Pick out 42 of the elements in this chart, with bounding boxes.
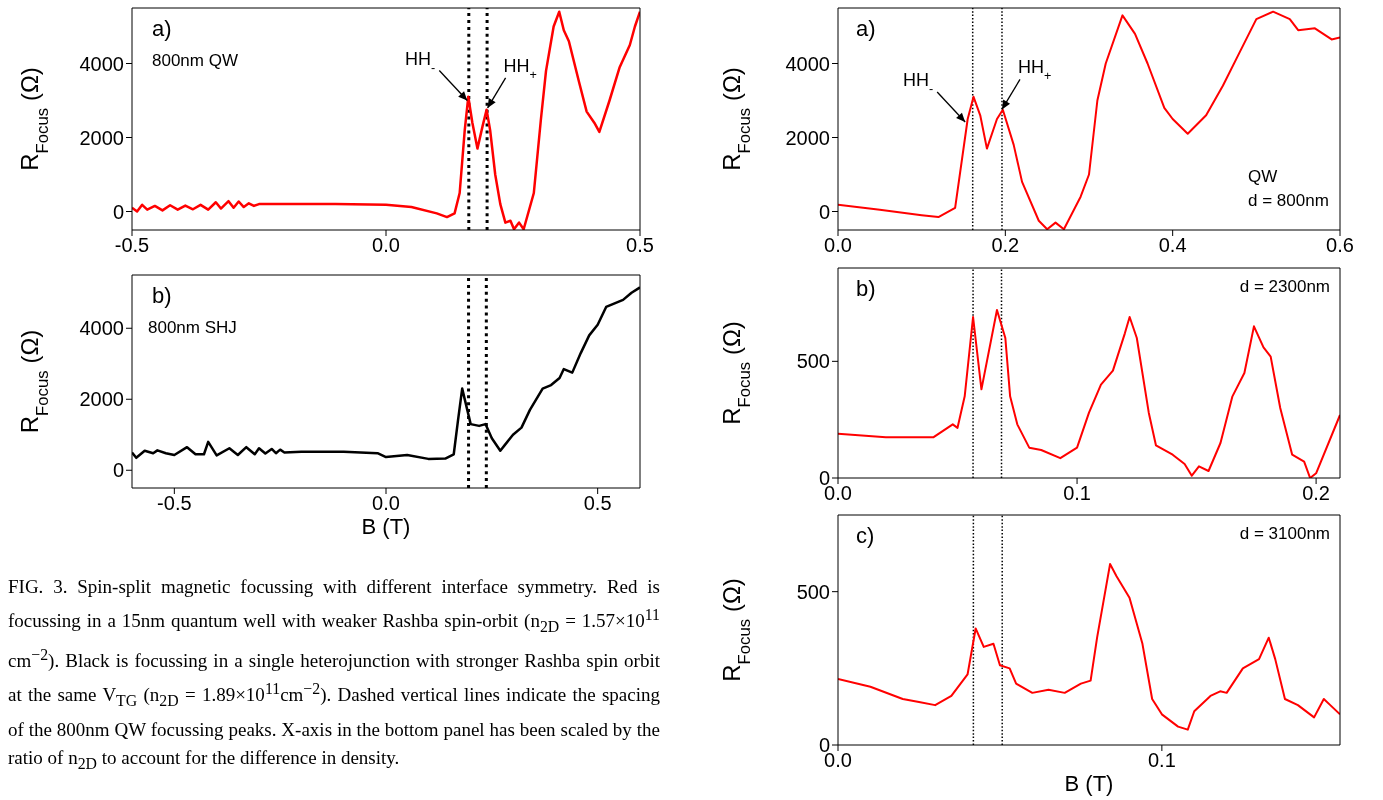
- y-tick-label: 0: [112, 200, 124, 223]
- y-tick-label: 500: [796, 350, 830, 373]
- annotation: a): [152, 16, 172, 41]
- x-tick-label: 0.0: [372, 492, 400, 515]
- annotation: HH$_{+}$: [1017, 57, 1052, 84]
- x-tick-label: 0.6: [1326, 234, 1354, 257]
- x-tick-label: 0.1: [1063, 482, 1091, 505]
- x-tick-label: 0.1: [1147, 749, 1176, 772]
- annotation: d = 2300nm: [1239, 277, 1330, 296]
- annotation: d = 3100nm: [1239, 524, 1330, 543]
- x-axis-title: B (T): [1064, 771, 1114, 796]
- annotation: HH$_{+}$: [503, 55, 537, 82]
- x-tick-label: -0.5: [157, 492, 192, 515]
- x-axis-title: B (T): [361, 514, 411, 539]
- y-tick-label: 4000: [79, 52, 124, 75]
- y-tick-label: 500: [796, 580, 830, 603]
- annotation: d = 800nm: [1248, 191, 1329, 210]
- x-tick-label: 0.5: [583, 492, 612, 515]
- x-tick-label: 0.0: [372, 234, 400, 257]
- annotation: b): [152, 283, 172, 308]
- annotation: a): [856, 16, 876, 41]
- x-tick-label: 0.0: [824, 234, 852, 257]
- x-tick-label: 0.4: [1158, 234, 1187, 257]
- y-tick-label: 4000: [785, 52, 830, 75]
- x-tick-label: 0.5: [626, 234, 654, 257]
- annotation: c): [856, 523, 875, 548]
- text: FIG. 3. Spin-split magnetic focussing with different interface symmetry. Red is focussing in a 15nm quantum well with weaker Rashba spin-orbit (n$_{2D}$ = 1.57×10$^{11}$ cm$^{−2}$). Black is focussing in a single heterojunction with stronger Rashba spin orbit at the same V$_{TG}$ (n$_{2D}$ = 1.89×10$^{11}$cm$^{−2}$). Dashed vertical lines indicate the spacing of the 800nm QW focussing peaks. X-axis in the bottom panel has been scaled by the ratio of n$_{2D}$ to account for the difference in density.: [8, 576, 661, 772]
- y-tick-label: 2000: [79, 126, 124, 149]
- y-tick-label: 4000: [79, 317, 124, 340]
- annotation: b): [856, 276, 876, 301]
- annotation: HH$_{-}$: [405, 48, 436, 75]
- annotation: QW: [1248, 167, 1278, 186]
- x-tick-label: 0.2: [991, 234, 1020, 257]
- annotation: HH$_{-}$: [902, 69, 934, 96]
- y-tick-label: 2000: [785, 126, 830, 149]
- x-tick-label: -0.5: [114, 234, 150, 257]
- y-tick-label: 0: [112, 459, 124, 482]
- annotation: 800nm QW: [152, 51, 238, 70]
- y-tick-label: 0: [818, 200, 830, 223]
- annotation: 800nm SHJ: [148, 318, 237, 337]
- y-tick-label: 2000: [79, 388, 124, 411]
- x-tick-label: 0.2: [1302, 482, 1330, 505]
